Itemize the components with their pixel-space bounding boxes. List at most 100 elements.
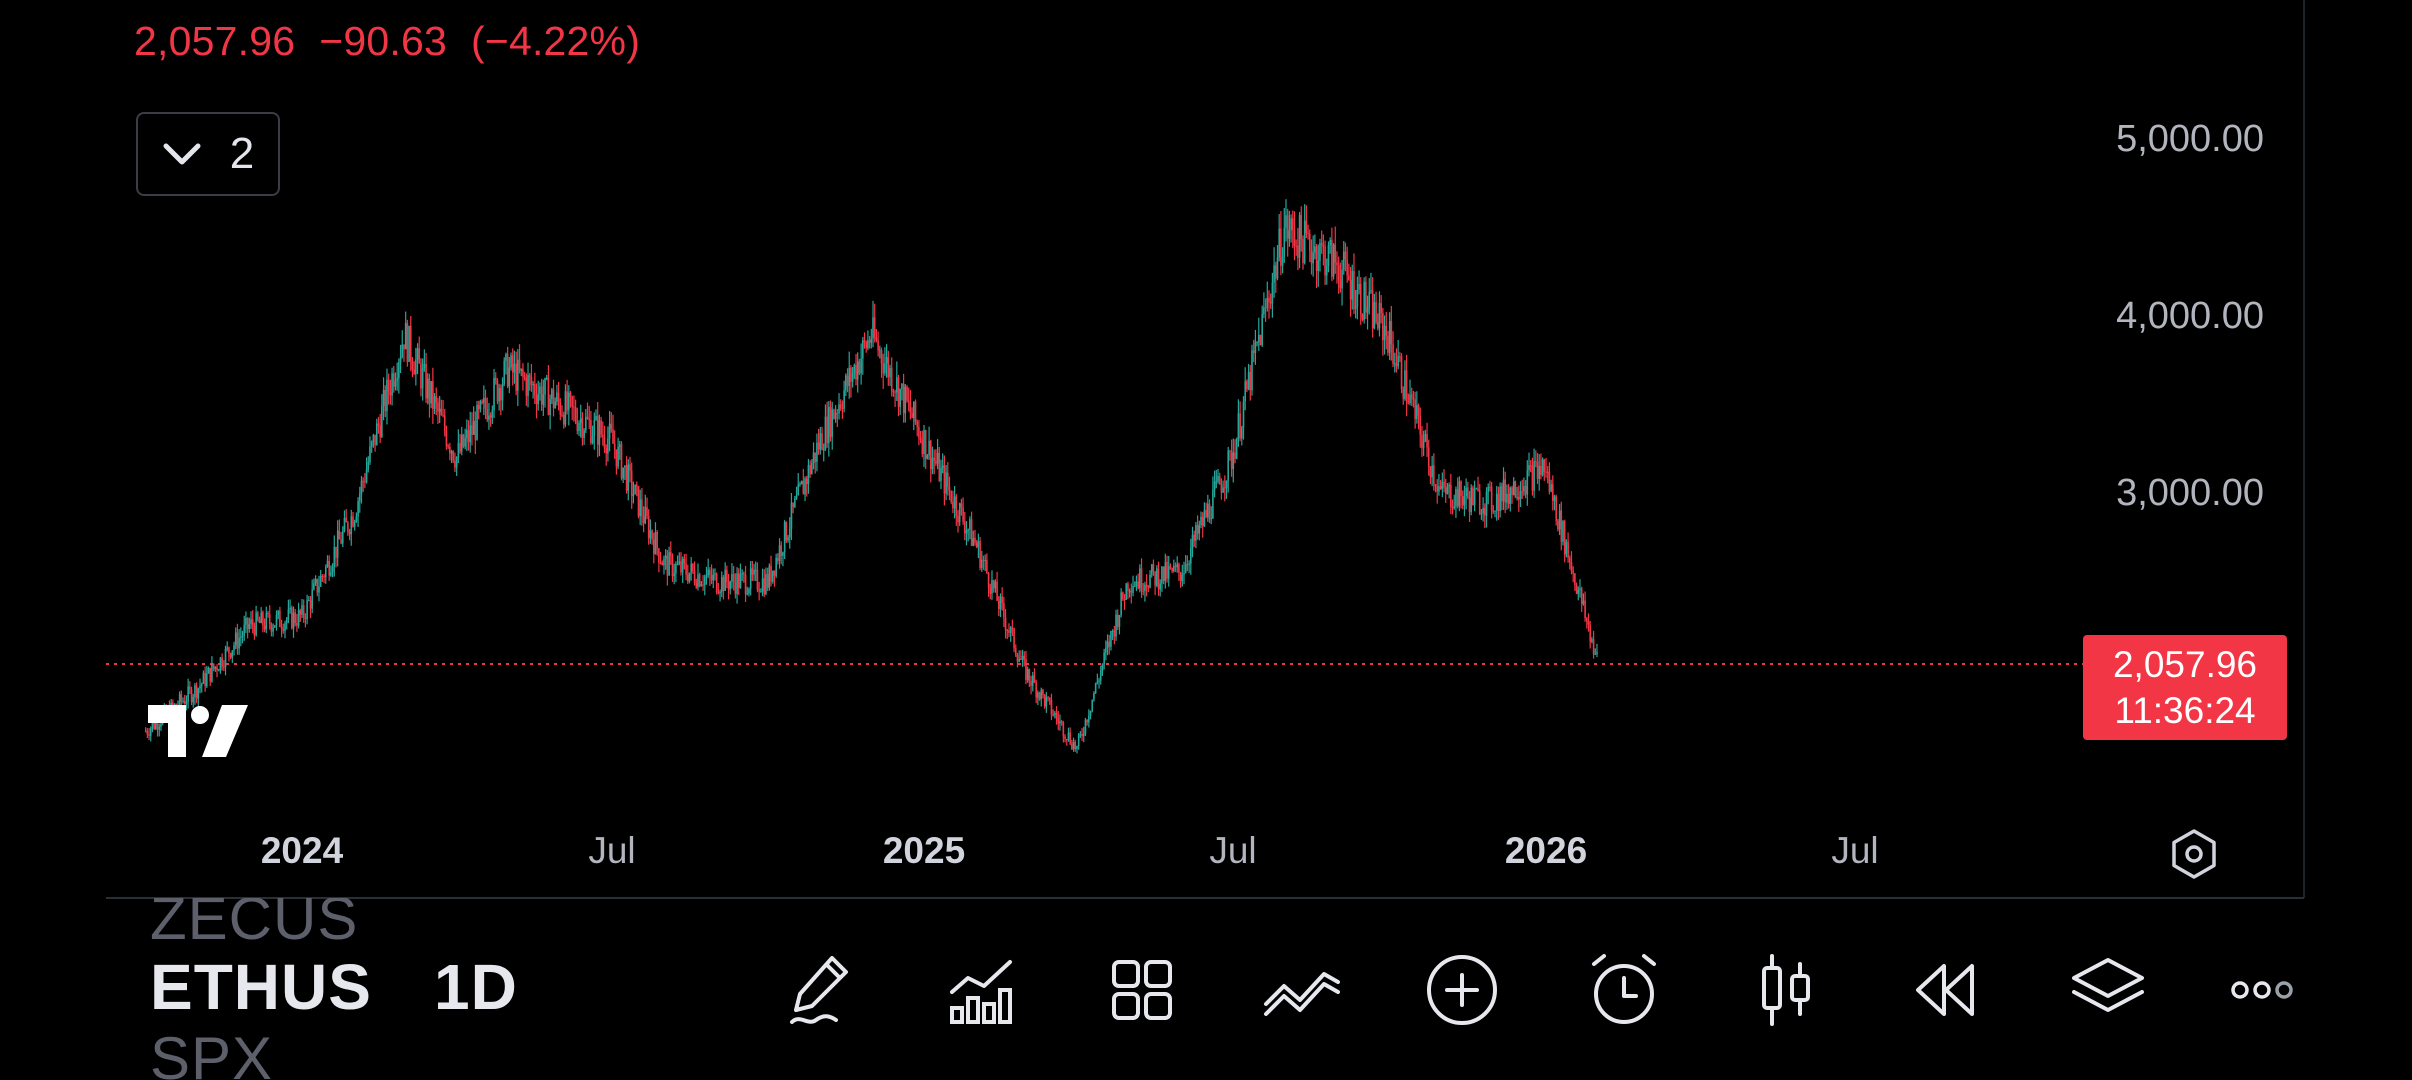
candle-body <box>556 392 558 402</box>
candle-body <box>1169 566 1172 568</box>
candle-body <box>1427 447 1430 467</box>
candle-body <box>1157 568 1160 590</box>
chart-plot-area[interactable] <box>106 0 2304 898</box>
candle-body <box>537 393 540 405</box>
candle-body <box>1468 497 1471 513</box>
candle-body <box>668 552 670 576</box>
candle-body <box>1346 259 1348 276</box>
candle-body <box>535 395 538 405</box>
candle-body <box>301 605 303 615</box>
candle-body <box>935 460 937 464</box>
candle-body <box>1478 490 1481 514</box>
symbol-option-next[interactable]: SPX <box>150 1025 274 1080</box>
candle-body <box>326 560 329 567</box>
candle-body <box>780 545 783 556</box>
candle-body <box>238 637 240 649</box>
candle-body <box>357 501 359 517</box>
candle-body <box>705 575 708 577</box>
candle-body <box>768 565 771 588</box>
indicators-collapse-button[interactable]: 2 <box>136 112 280 196</box>
candle-body <box>1205 510 1207 518</box>
layouts-button[interactable] <box>1102 950 1182 1030</box>
candle-body <box>1018 658 1020 662</box>
compare-symbols-button[interactable] <box>1262 950 1342 1030</box>
candle-body <box>880 350 883 364</box>
candle-body <box>1487 486 1490 492</box>
more-button[interactable] <box>2226 950 2306 1030</box>
candle-body <box>1337 265 1340 281</box>
candle-body <box>515 363 517 391</box>
drawing-tools-button[interactable] <box>782 950 862 1030</box>
candle-body <box>472 420 475 435</box>
candle-body <box>399 356 402 363</box>
indicators-button[interactable] <box>942 950 1022 1030</box>
candle-body <box>296 623 298 626</box>
candle-body <box>573 406 575 408</box>
candle-body <box>404 322 407 350</box>
add-button[interactable] <box>1422 950 1502 1030</box>
chart-settings-button[interactable] <box>2168 828 2220 880</box>
candle-body <box>926 455 929 459</box>
candle-body <box>530 376 533 386</box>
candle-body <box>602 434 604 437</box>
candle-body <box>415 359 417 375</box>
candle-body <box>426 378 429 399</box>
candle-body <box>267 612 269 615</box>
candle-body <box>1531 465 1534 491</box>
candle-body <box>1276 257 1279 279</box>
candle-body <box>182 700 184 702</box>
candlestick-chart[interactable] <box>106 0 2304 898</box>
candle-body <box>375 423 378 446</box>
replay-rewind-icon <box>1916 964 1974 1016</box>
tradingview-logo[interactable] <box>146 703 250 759</box>
alerts-button[interactable] <box>1584 950 1664 1030</box>
candle-body <box>600 420 602 435</box>
candle-body <box>1031 675 1034 686</box>
candle-body <box>1120 592 1122 615</box>
candle-body <box>637 486 640 517</box>
replay-button[interactable] <box>1906 950 1986 1030</box>
candle-body <box>178 694 181 706</box>
candle-body <box>233 645 235 651</box>
candle-body <box>731 573 733 582</box>
symbol-option-previous[interactable]: ZECUS <box>150 898 359 952</box>
symbol-picker-wheel[interactable]: ZECUS ETHUS SPX <box>150 898 570 1080</box>
candle-body <box>777 557 779 562</box>
candle-body <box>902 383 905 414</box>
candle-body <box>569 392 572 397</box>
candle-body <box>440 408 443 416</box>
candle-body <box>1150 564 1153 575</box>
candle-body <box>1587 621 1590 625</box>
candle-body <box>734 581 737 595</box>
candle-body <box>999 596 1002 610</box>
candle-body <box>586 416 589 419</box>
candle-body <box>245 617 247 625</box>
candle-body <box>1400 356 1403 389</box>
candle-body <box>1110 631 1112 647</box>
symbol-option-current[interactable]: ETHUS <box>150 951 372 1023</box>
object-tree-button[interactable] <box>2068 950 2148 1030</box>
candle-body <box>1222 487 1224 493</box>
candle-body <box>1460 481 1462 496</box>
candle-body <box>816 442 818 462</box>
candle-body <box>1014 648 1017 655</box>
candle-body <box>338 530 341 540</box>
chart-type-button[interactable] <box>1746 950 1826 1030</box>
candle-body <box>1166 561 1168 579</box>
interval-selector[interactable]: 1D <box>434 951 518 1023</box>
candle-body <box>447 446 449 448</box>
drawing-pen-icon <box>790 956 848 1024</box>
candle-body <box>1273 265 1275 283</box>
candle-body <box>1234 452 1236 459</box>
price-axis-label: 5,000.00 <box>2116 118 2264 160</box>
candle-body <box>1322 244 1325 247</box>
candle-body <box>1042 689 1044 695</box>
candle-body <box>287 609 290 620</box>
candle-body <box>411 361 414 370</box>
candle-body <box>624 465 626 468</box>
candle-body <box>1035 682 1037 698</box>
candle-body <box>1147 587 1150 589</box>
candle-body <box>613 443 616 450</box>
candle-body <box>1516 496 1518 498</box>
candle-body <box>302 605 305 618</box>
